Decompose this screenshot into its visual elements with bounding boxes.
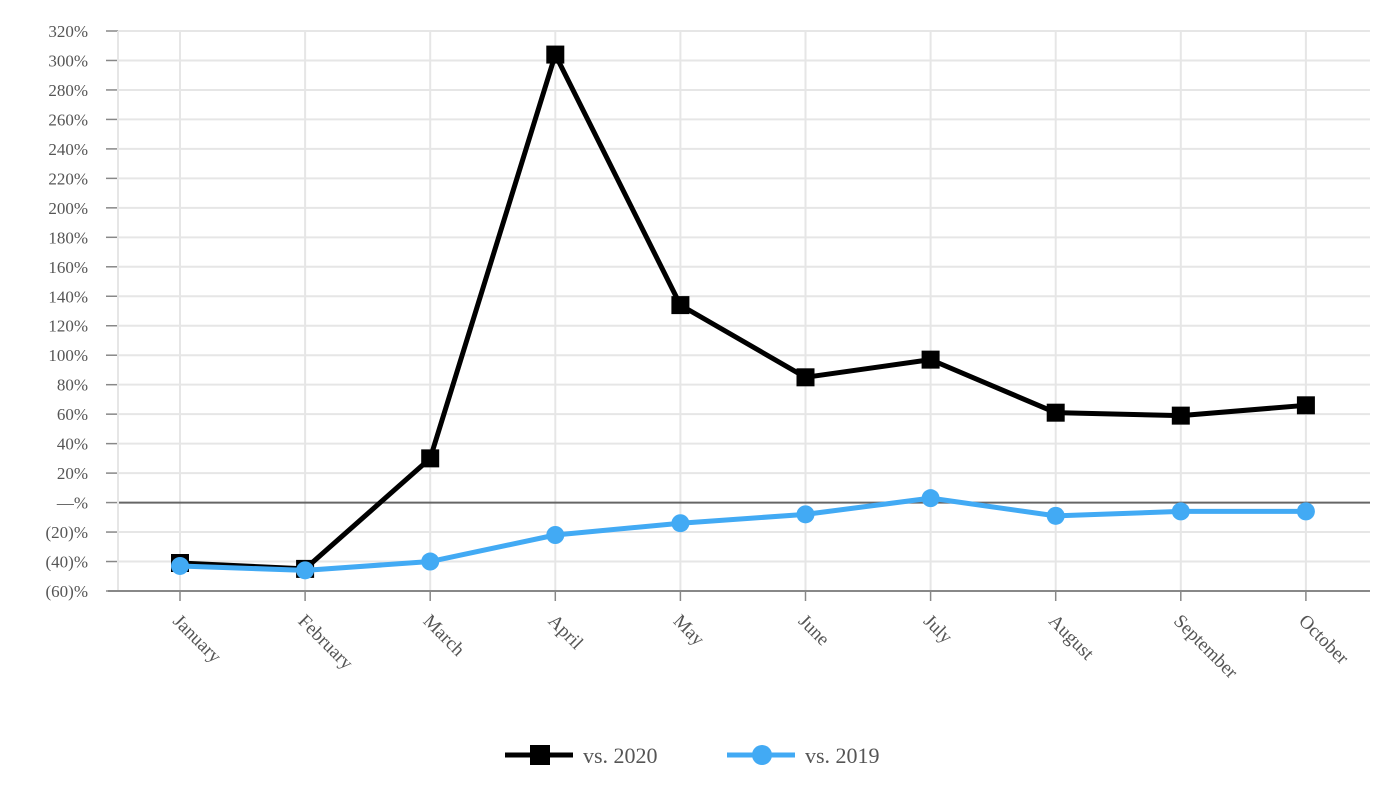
x-tick-label: October xyxy=(1294,611,1353,670)
y-tick-label: 80% xyxy=(57,376,88,395)
data-point xyxy=(796,368,815,387)
series-1 xyxy=(171,45,1315,578)
data-point xyxy=(1046,506,1065,525)
y-tick-label: 240% xyxy=(48,140,88,159)
data-point xyxy=(921,489,940,508)
data-point xyxy=(546,45,565,64)
legend-item: vs. 2020 xyxy=(505,743,658,768)
data-point xyxy=(421,449,440,468)
legend-label: vs. 2020 xyxy=(583,743,658,768)
x-tick-label: February xyxy=(294,611,358,675)
legend: vs. 2020 vs. 2019 xyxy=(505,743,880,768)
x-tick-label: July xyxy=(919,611,957,649)
y-tick-label: (60)% xyxy=(46,582,88,601)
legend-label: vs. 2019 xyxy=(805,743,880,768)
data-point xyxy=(671,296,690,315)
y-tick-label: 260% xyxy=(48,110,88,129)
data-point xyxy=(1171,406,1190,425)
y-tick-label: (40)% xyxy=(46,553,88,572)
legend-item: vs. 2019 xyxy=(727,743,880,768)
y-tick-label: 100% xyxy=(48,346,88,365)
data-point xyxy=(1296,396,1315,415)
y-tick-label: 200% xyxy=(48,199,88,218)
data-point xyxy=(546,526,565,544)
y-tick-label: —% xyxy=(56,494,88,513)
y-tick-label: 180% xyxy=(48,228,88,247)
series-2 xyxy=(171,489,1315,580)
y-tick-label: 140% xyxy=(48,287,88,306)
x-tick-label: June xyxy=(794,611,833,650)
y-tick-label: 40% xyxy=(57,435,88,454)
y-tick-label: 320% xyxy=(48,22,88,41)
series-line xyxy=(179,52,1307,572)
x-tick-label: January xyxy=(168,611,225,668)
x-tick-label: April xyxy=(544,611,587,654)
data-point xyxy=(171,556,189,575)
legend-swatch-marker xyxy=(752,745,772,765)
data-point xyxy=(296,561,315,580)
legend-swatch-marker xyxy=(530,745,550,765)
data-point xyxy=(796,505,815,524)
x-tick-label: May xyxy=(669,611,709,651)
y-tick-label: (20)% xyxy=(46,523,88,542)
y-tick-label: 20% xyxy=(57,464,88,483)
y-tick-label: 220% xyxy=(48,169,88,188)
data-point xyxy=(421,552,440,571)
x-tick-label: September xyxy=(1169,611,1242,684)
y-tick-label: 120% xyxy=(48,317,88,336)
y-tick-label: 300% xyxy=(48,51,88,70)
data-point xyxy=(671,514,690,533)
data-point xyxy=(1296,502,1315,521)
y-tick-label: 280% xyxy=(48,81,88,100)
y-tick-label: 160% xyxy=(48,258,88,277)
data-point xyxy=(921,350,940,369)
data-point xyxy=(1171,502,1190,521)
y-tick-label: 60% xyxy=(57,405,88,424)
x-tick-label: March xyxy=(419,611,469,661)
x-tick-label: August xyxy=(1044,611,1098,665)
series-line xyxy=(179,495,1306,573)
data-point xyxy=(1046,403,1065,422)
grid xyxy=(106,30,1370,592)
